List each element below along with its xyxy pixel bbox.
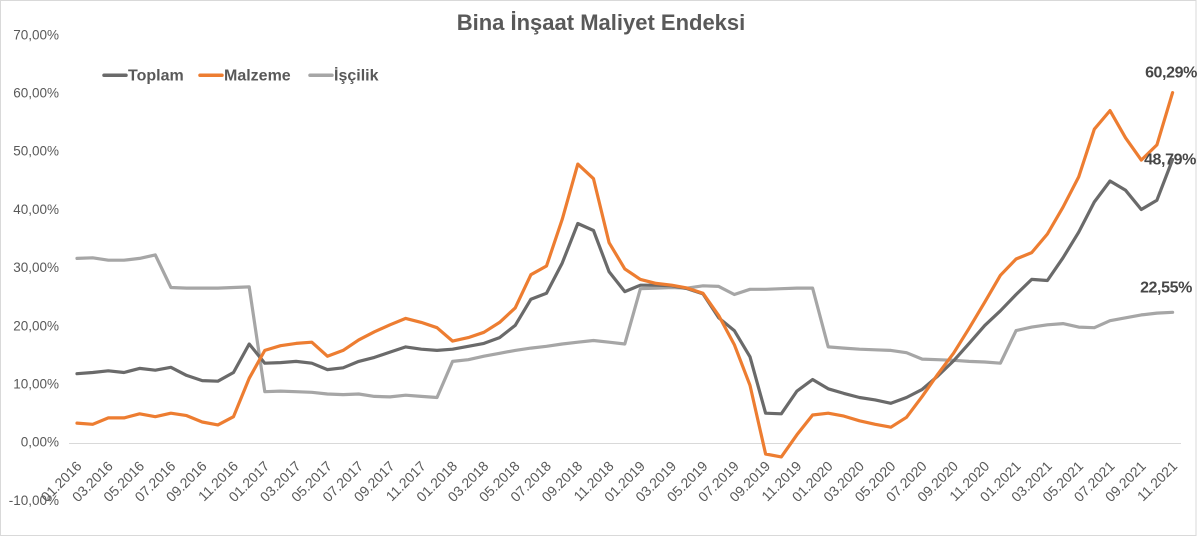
svg-text:60,00%: 60,00% xyxy=(13,86,59,101)
svg-text:30,00%: 30,00% xyxy=(13,260,59,275)
svg-text:22,55%: 22,55% xyxy=(1140,280,1192,297)
svg-text:0,00%: 0,00% xyxy=(21,435,59,450)
svg-text:İşçilik: İşçilik xyxy=(334,67,379,85)
svg-text:20,00%: 20,00% xyxy=(13,318,59,333)
svg-text:-10,00%: -10,00% xyxy=(9,493,59,508)
svg-text:48,79%: 48,79% xyxy=(1144,152,1196,169)
svg-text:70,00%: 70,00% xyxy=(13,27,59,42)
svg-text:Toplam: Toplam xyxy=(128,68,184,85)
svg-text:10,00%: 10,00% xyxy=(13,377,59,392)
svg-text:40,00%: 40,00% xyxy=(13,202,59,217)
svg-text:Malzeme: Malzeme xyxy=(224,68,291,85)
svg-text:Bina İnşaat Maliyet Endeksi: Bina İnşaat Maliyet Endeksi xyxy=(457,10,746,35)
svg-text:50,00%: 50,00% xyxy=(13,144,59,159)
svg-text:60,29%: 60,29% xyxy=(1145,65,1197,82)
